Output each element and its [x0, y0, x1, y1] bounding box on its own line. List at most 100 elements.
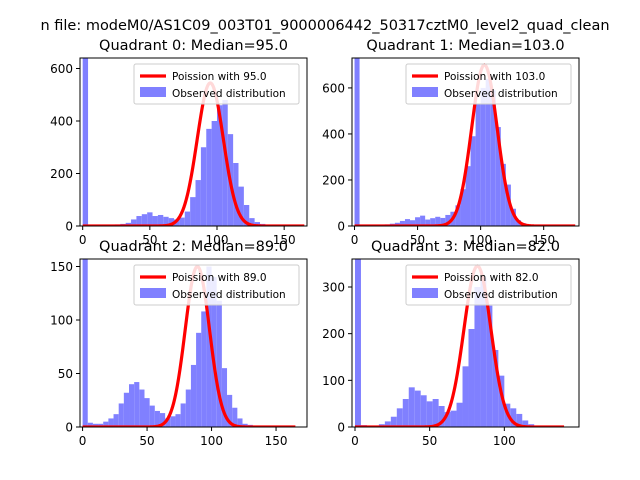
histogram-bar — [211, 277, 217, 427]
histogram-bar — [180, 403, 186, 427]
histogram-bar — [399, 220, 405, 226]
histogram-bar — [420, 215, 426, 226]
histogram-bar — [408, 387, 415, 427]
histogram-bar — [82, 259, 88, 427]
subplot-quadrant-1: 0 50 100 150 0 200 400 600 Quadrant 1: Median=10… — [322, 38, 580, 247]
histogram-bar — [435, 216, 441, 226]
x-tick-label: 0 — [79, 233, 87, 247]
histogram-bar — [510, 208, 516, 226]
histogram-bar — [354, 259, 361, 427]
histogram-bar — [410, 220, 416, 226]
histogram-bar — [144, 398, 150, 427]
y-tick-label: 50 — [58, 367, 73, 381]
histogram-bar — [165, 418, 171, 427]
histogram-bar — [415, 217, 421, 226]
y-tick-label: 600 — [322, 81, 345, 95]
histogram-bar — [432, 399, 439, 427]
histogram-bar — [98, 423, 104, 427]
y-tick-label: 0 — [65, 421, 73, 435]
histogram-bar — [490, 90, 496, 226]
histogram-bar — [465, 166, 471, 226]
plot-area — [353, 58, 577, 226]
histogram-bar — [420, 395, 427, 427]
y-tick-label: 100 — [50, 313, 73, 327]
histogram-bar — [237, 418, 243, 427]
histogram-bar — [175, 414, 181, 427]
legend-poisson-label: Poission with 89.0 — [172, 272, 267, 284]
histogram-bar — [200, 147, 207, 226]
histogram-bar — [480, 277, 487, 427]
histogram-bar — [390, 416, 397, 427]
histogram-bar — [468, 329, 475, 427]
legend-observed-swatch — [140, 87, 166, 97]
histogram-bar — [462, 366, 469, 427]
histogram-bar — [163, 216, 169, 226]
histogram-bar — [440, 217, 446, 226]
histogram-bar — [222, 100, 228, 226]
y-tick-label: 100 — [322, 374, 345, 388]
histogram-bar — [470, 136, 476, 226]
histogram-bar — [516, 413, 523, 427]
histogram-bar — [430, 218, 436, 226]
subplot-title: Quadrant 3: Median=82.0 — [371, 239, 560, 255]
histogram-bar — [118, 403, 124, 427]
subplot-quadrant-0: 0 50 100 150 0 200 400 600 Quadrant 0: Median=95… — [50, 38, 308, 247]
legend-box — [133, 63, 300, 105]
histogram-bar — [157, 214, 164, 226]
histogram-bar — [217, 105, 223, 226]
histogram-bar — [384, 421, 391, 427]
histogram-bar — [131, 219, 137, 226]
histogram-bar — [103, 421, 109, 427]
legend-observed-label: Observed distribution — [444, 88, 558, 100]
histogram-bar — [149, 405, 155, 427]
histogram-bar — [179, 217, 185, 226]
histogram-bar — [139, 389, 145, 427]
histogram-bar — [184, 211, 191, 226]
histogram-bar — [480, 87, 486, 226]
legend: Poission with 103.0 Observed distribution — [405, 63, 572, 105]
legend-box — [405, 63, 572, 105]
histogram-bar — [185, 389, 191, 427]
x-tick-label: 100 — [493, 434, 516, 448]
histogram-bar — [227, 394, 233, 427]
histogram-bar — [460, 189, 466, 226]
histogram-bar — [136, 216, 142, 226]
legend-observed-label: Observed distribution — [172, 88, 286, 100]
histogram-bar — [396, 408, 403, 427]
histogram-bar — [394, 222, 400, 226]
histogram-bar — [159, 413, 166, 427]
histogram-bar — [134, 382, 140, 427]
histogram-bar — [254, 222, 260, 226]
histogram-bar — [522, 420, 529, 427]
histogram-bar — [500, 163, 506, 226]
y-tick-label: 400 — [322, 127, 345, 141]
x-tick-label: 100 — [469, 233, 492, 247]
y-tick-label: 0 — [337, 421, 345, 435]
histogram-bar — [498, 375, 505, 427]
legend-poisson-label: Poission with 95.0 — [172, 71, 267, 83]
legend-observed-label: Observed distribution — [172, 289, 286, 301]
y-tick-label: 400 — [50, 115, 73, 129]
histogram-bar — [402, 399, 409, 427]
legend-observed-label: Observed distribution — [444, 289, 558, 301]
y-tick-label: 600 — [50, 62, 73, 76]
x-tick-label: 50 — [410, 233, 425, 247]
x-tick-label: 50 — [139, 434, 154, 448]
histogram-bar — [354, 58, 360, 226]
legend-observed-swatch — [412, 288, 438, 298]
histogram-bar — [206, 128, 212, 226]
y-tick-label: 0 — [337, 220, 345, 234]
legend-poisson-label: Poission with 103.0 — [444, 71, 545, 83]
histogram-bar — [404, 219, 411, 226]
histogram-bar — [444, 412, 451, 427]
x-tick-label: 50 — [422, 434, 437, 448]
histogram-bar — [129, 384, 135, 427]
histogram-bar — [475, 104, 481, 226]
y-tick-label: 300 — [322, 281, 345, 295]
legend: Poission with 82.0 Observed distribution — [405, 264, 572, 306]
y-tick-label: 200 — [322, 173, 345, 187]
histogram-bar — [147, 212, 153, 226]
histogram-bar — [426, 401, 433, 427]
histogram-bar — [82, 58, 89, 226]
legend: Poission with 95.0 Observed distribution — [133, 63, 300, 105]
